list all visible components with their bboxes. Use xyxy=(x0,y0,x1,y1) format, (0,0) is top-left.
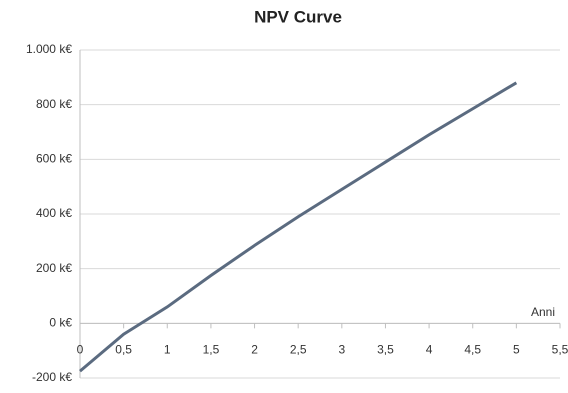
x-tick-label: 3 xyxy=(338,343,345,357)
x-tick-label: 2,5 xyxy=(290,343,307,357)
x-tick-label: 3,5 xyxy=(377,343,394,357)
y-tick-label: 200 k€ xyxy=(36,261,72,275)
line-series xyxy=(79,81,518,373)
y-tick-label: 400 k€ xyxy=(36,206,72,220)
y-tick-label: 600 k€ xyxy=(36,152,72,166)
x-tick-label: 4 xyxy=(426,343,433,357)
x-tick-label: 1 xyxy=(164,343,171,357)
x-tick-label: 4,5 xyxy=(464,343,481,357)
x-axis-label: Anni xyxy=(531,305,555,319)
y-tick-label: 1.000 k€ xyxy=(26,42,72,56)
y-tick-label: -200 k€ xyxy=(32,370,72,384)
y-tick-label: 800 k€ xyxy=(36,97,72,111)
x-tick-label: 0,5 xyxy=(115,343,132,357)
x-tick-label: 2 xyxy=(251,343,258,357)
x-tick-label: 1,5 xyxy=(203,343,220,357)
y-tick-label: 0 k€ xyxy=(49,316,72,330)
x-tick-label: 0 xyxy=(77,343,84,357)
chart-title: NPV Curve xyxy=(254,7,342,26)
x-tick-label: 5,5 xyxy=(552,343,568,357)
x-tick-label: 5 xyxy=(513,343,520,357)
